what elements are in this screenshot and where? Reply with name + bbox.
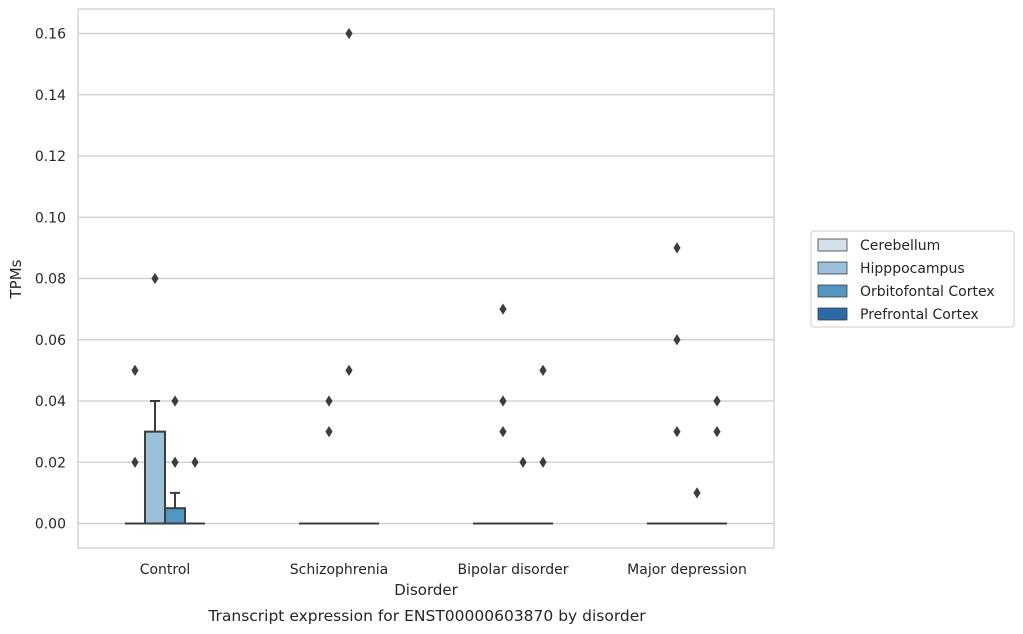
outlier-point [673,426,681,438]
legend-label: Cerebellum [860,238,940,254]
legend-swatch [817,307,848,321]
legend-label: Prefrontal Cortex [860,307,979,323]
outliers [131,27,721,499]
y-tick-label: 0.16 [35,27,66,43]
boxes [124,400,728,525]
legend-frame [810,230,1015,328]
y-tick-label: 0.00 [35,517,66,533]
outlier-point [499,303,507,315]
chart-caption: Transcript expression for ENST0000060387… [207,607,646,625]
outlier-point [325,426,333,438]
outlier-point [673,334,681,346]
outlier-point [171,456,179,468]
y-tick-label: 0.14 [35,88,66,104]
legend-swatch [817,284,848,298]
outlier-point [673,242,681,254]
outlier-point [539,364,547,376]
x-tick-label: Bipolar disorder [457,562,568,578]
plot-frame [77,8,775,549]
outlier-point [519,456,527,468]
box-body [164,507,187,525]
y-tick-label: 0.06 [35,333,66,349]
x-tick-label: Control [140,562,191,578]
y-tick-label: 0.12 [35,149,66,165]
outlier-point [713,426,721,438]
y-tick-label: 0.10 [35,210,66,226]
outlier-point [345,27,353,40]
outlier-point [693,487,701,499]
legend: Cerebellum Hipppocampus Orbitofontal Corte… [810,230,1015,328]
box-orbitofontal-cortex [164,491,187,525]
box-hipppocampus [143,400,167,525]
x-axis-label: Disorder [394,581,458,599]
legend-swatch [817,238,848,252]
legend-label: Hipppocampus [860,261,965,277]
outlier-point [191,456,199,468]
y-tick-label: 0.08 [35,272,66,288]
outlier-point [713,395,721,407]
outlier-point [131,364,139,376]
outlier-point [131,456,139,468]
outlier-point [499,395,507,407]
outlier-point [325,395,333,407]
outlier-point [345,364,353,376]
legend-swatch [817,261,848,275]
box-body [143,430,167,525]
outlier-point [151,272,159,285]
legend-label: Orbitofontal Cortex [860,284,995,300]
y-axis-ticks: 0.00 0.02 0.04 0.06 0.08 0.10 0.12 0.14 0.16 [35,27,66,533]
outlier-point [499,426,507,438]
x-axis-ticks: Control Schizophrenia Bipolar disorder Majo… [140,562,747,578]
y-tick-label: 0.02 [35,455,66,471]
y-axis-label: TPMs [7,259,25,299]
outlier-point [171,395,179,407]
outlier-point [539,456,547,468]
x-tick-label: Schizophrenia [290,562,388,578]
y-tick-label: 0.04 [35,394,66,410]
x-tick-label: Major depression [627,562,747,578]
